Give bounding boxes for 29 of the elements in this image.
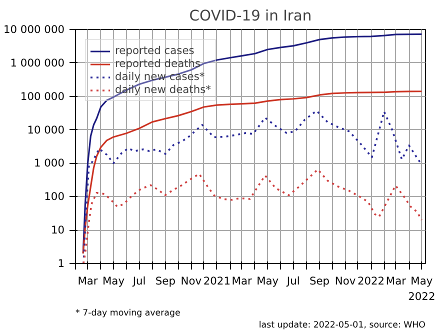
- y-tick-label: 100: [44, 190, 65, 204]
- x-tick-label: Jul: [132, 274, 146, 288]
- y-tick-label: 1 000 000: [10, 56, 65, 70]
- x-tick-label: Sep: [309, 274, 330, 288]
- y-tick-label: 1: [58, 257, 64, 270]
- x-tick-label: Jul: [286, 274, 300, 288]
- x-tick-label: 2022: [357, 274, 385, 288]
- y-tick-label: 10: [50, 224, 65, 237]
- x-tick-label: Nov: [180, 274, 202, 288]
- x-tick-label: May: [256, 274, 279, 288]
- x-tick-label: Nov: [334, 274, 356, 288]
- y-tick-label: 100 000: [20, 90, 65, 103]
- x-tick-label: Mar: [386, 274, 407, 288]
- x-tick-label: Mar: [232, 274, 253, 288]
- x-tick-label: Mar: [78, 274, 98, 288]
- chart-title: COVID-19 in Iran: [189, 8, 312, 24]
- legend-label: reported cases: [115, 44, 194, 57]
- line-series: [82, 168, 423, 264]
- text: last update: 2022-05-01, source: WHO: [258, 320, 426, 330]
- text: * 7-day moving average: [76, 308, 180, 318]
- line-series: [82, 110, 423, 264]
- x-tick-label: May: [102, 274, 125, 288]
- x-tick-label: 2021: [203, 274, 230, 288]
- legend-label: reported deaths: [115, 57, 201, 70]
- x-tick-label: May 2022: [408, 274, 436, 304]
- y-tick-label: 1 000: [34, 156, 65, 170]
- x-tick-label: Sep: [155, 274, 176, 288]
- y-tick-label: 10 000: [27, 123, 65, 136]
- y-tick-label: 10 000 000: [3, 23, 65, 36]
